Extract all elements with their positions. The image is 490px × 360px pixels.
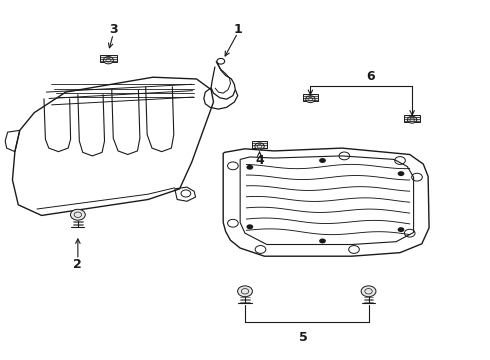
Circle shape xyxy=(103,57,113,64)
Circle shape xyxy=(246,224,253,229)
Circle shape xyxy=(246,165,253,170)
Circle shape xyxy=(306,96,315,103)
Polygon shape xyxy=(252,141,267,148)
Circle shape xyxy=(397,227,404,232)
Text: 6: 6 xyxy=(367,70,375,83)
Polygon shape xyxy=(404,115,420,122)
Circle shape xyxy=(319,238,326,243)
Text: 5: 5 xyxy=(299,331,308,344)
Circle shape xyxy=(71,209,85,220)
Circle shape xyxy=(361,286,376,297)
Text: 3: 3 xyxy=(109,23,118,36)
Polygon shape xyxy=(303,94,318,101)
Circle shape xyxy=(238,286,252,297)
Text: 4: 4 xyxy=(255,154,264,167)
Text: 1: 1 xyxy=(233,23,242,36)
Circle shape xyxy=(319,158,326,163)
Polygon shape xyxy=(100,55,117,62)
Circle shape xyxy=(255,143,264,150)
Text: 2: 2 xyxy=(74,258,82,271)
Circle shape xyxy=(397,171,404,176)
Circle shape xyxy=(408,116,417,123)
